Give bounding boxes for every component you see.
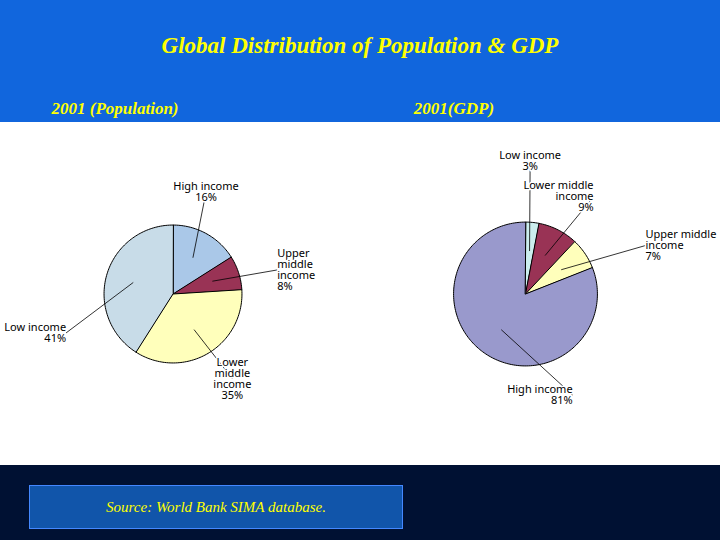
html-text:Global Distribution of Populat: Global Distribution of Population & GDP bbox=[161, 33, 559, 58]
html-text:2001(GDP): 2001(GDP) bbox=[413, 99, 495, 118]
svg-text:Low income3%: Low income3% bbox=[499, 147, 561, 173]
svg-text:High income16%: High income16% bbox=[173, 178, 238, 204]
svg-text:High income81%: High income81% bbox=[507, 381, 572, 407]
svg-text:Low income41%: Low income41% bbox=[4, 319, 66, 345]
html-text:2001 (Population): 2001 (Population) bbox=[51, 99, 179, 118]
html-text:Source: World Bank SIMA databa: Source: World Bank SIMA database. bbox=[106, 498, 326, 515]
svg-text:Uppermiddleincome8%: Uppermiddleincome8% bbox=[277, 245, 315, 293]
svg-text:Lower middleincome9%: Lower middleincome9% bbox=[523, 177, 593, 214]
svg-text:Lowermiddleincome35%: Lowermiddleincome35% bbox=[213, 354, 251, 402]
svg-text:Upper middleincome7%: Upper middleincome7% bbox=[646, 226, 717, 263]
